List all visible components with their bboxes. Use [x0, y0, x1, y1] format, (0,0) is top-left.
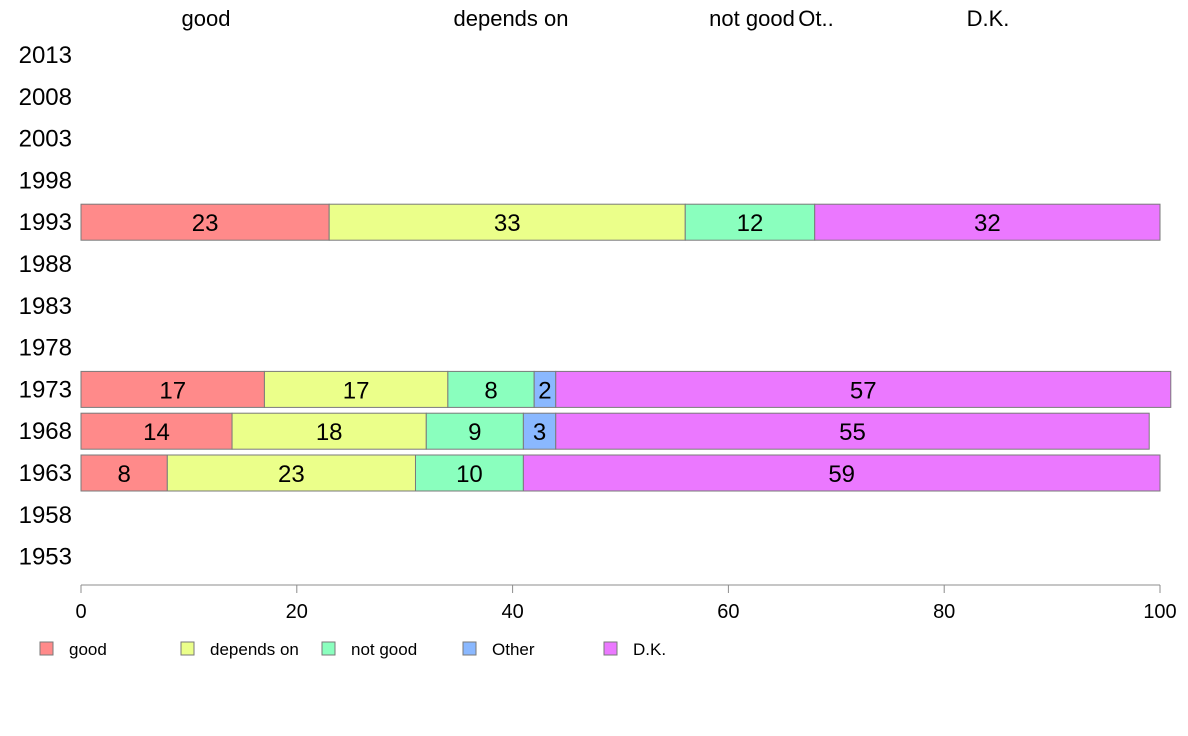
top-column-labels: good depends on not good Ot.. D.K. — [182, 6, 1010, 31]
bar-1973-depends-on — [263, 370, 449, 408]
legend-swatch-good — [39, 641, 54, 656]
y-tick-label-1978: 1978 — [19, 335, 72, 362]
top-label-good: good — [182, 6, 231, 31]
bar-1973-good — [80, 370, 265, 408]
x-tick-label-60: 60 — [717, 601, 739, 623]
x-tick-label-80: 80 — [933, 601, 955, 623]
data-label-1973-good: 17 — [159, 377, 186, 404]
y-tick-label-2008: 2008 — [19, 84, 72, 111]
top-label-ot: Ot.. — [798, 6, 833, 31]
y-tick-label-1983: 1983 — [19, 293, 72, 320]
x-tick-label-20: 20 — [286, 601, 308, 623]
legend-label-depends-on: depends on — [210, 640, 299, 659]
legend-label-good: good — [69, 640, 107, 659]
bar-segments: 23 33 12 32 17 17 8 2 57 14 18 9 3 55 8 23 10 59 — [80, 203, 1172, 492]
y-tick-label-1958: 1958 — [19, 502, 72, 529]
x-tick-label-0: 0 — [75, 601, 86, 623]
data-label-1993-good: 23 — [192, 210, 219, 237]
data-label-1973-d-k: 57 — [850, 377, 877, 404]
legend-swatch-other — [462, 641, 477, 656]
bar-1968-not-good — [425, 412, 524, 450]
y-tick-label-1998: 1998 — [19, 167, 72, 194]
x-tick-label-40: 40 — [501, 601, 523, 623]
bar-1968-depends-on — [231, 412, 427, 450]
data-label-1968-depends-on: 18 — [316, 419, 343, 446]
data-label-1963-not-good: 10 — [456, 461, 483, 488]
data-label-1963-good: 8 — [117, 461, 130, 488]
bar-1968-d-k — [555, 412, 1150, 450]
top-label-not-good: not good — [709, 6, 795, 31]
bar-1968-good — [80, 412, 233, 450]
bar-1973-not-good — [447, 370, 535, 408]
legend-swatch-not-good — [321, 641, 336, 656]
x-tick-label-100: 100 — [1143, 601, 1176, 623]
bar-1963-d-k — [522, 454, 1161, 492]
data-label-1963-d-k: 59 — [828, 461, 855, 488]
bar-1963-depends-on — [166, 454, 416, 492]
bar-1973-d-k — [555, 370, 1172, 408]
legend-swatch-d-k — [603, 641, 618, 656]
bar-1968-other — [522, 412, 557, 450]
legend-label-d-k: D.K. — [633, 640, 666, 659]
legend-label-not-good: not good — [351, 640, 417, 659]
y-tick-label-1993: 1993 — [19, 209, 72, 236]
data-label-1968-good: 14 — [143, 419, 170, 446]
bar-1993-depends-on — [328, 203, 686, 241]
data-label-1968-other: 3 — [533, 419, 546, 446]
y-tick-label-1973: 1973 — [19, 376, 72, 403]
y-tick-label-1963: 1963 — [19, 460, 72, 487]
bar-1993-d-k — [814, 203, 1161, 241]
bar-1993-good — [80, 203, 330, 241]
data-label-1973-depends-on: 17 — [343, 377, 370, 404]
y-axis-year-labels: 2013 2008 2003 1998 1993 1988 1983 1978 1973 1968… — [19, 42, 72, 571]
data-label-1993-depends-on: 33 — [494, 210, 521, 237]
y-tick-label-1968: 1968 — [19, 418, 72, 445]
top-label-d-k: D.K. — [967, 6, 1010, 31]
data-label-1973-other: 2 — [538, 377, 551, 404]
y-tick-label-2013: 2013 — [19, 42, 72, 69]
x-axis: 0 20 40 60 80 100 — [75, 584, 1177, 623]
bar-1963-good — [80, 454, 168, 492]
bar-1993-not-good — [684, 203, 816, 241]
y-tick-label-1953: 1953 — [19, 544, 72, 571]
top-label-depends-on: depends on — [454, 6, 569, 31]
data-label-1963-depends-on: 23 — [278, 461, 305, 488]
data-label-1973-not-good: 8 — [484, 377, 497, 404]
data-label-1968-not-good: 9 — [468, 419, 481, 446]
bar-1963-not-good — [414, 454, 524, 492]
legend-label-other: Other — [492, 640, 535, 659]
y-tick-label-1988: 1988 — [19, 251, 72, 278]
y-tick-label-2003: 2003 — [19, 126, 72, 153]
data-label-1993-not-good: 12 — [737, 210, 764, 237]
data-label-1993-d-k: 32 — [974, 210, 1001, 237]
legend-swatch-depends-on — [180, 641, 195, 656]
legend: good depends on not good Other D.K. — [39, 640, 666, 659]
data-label-1968-d-k: 55 — [839, 419, 866, 446]
